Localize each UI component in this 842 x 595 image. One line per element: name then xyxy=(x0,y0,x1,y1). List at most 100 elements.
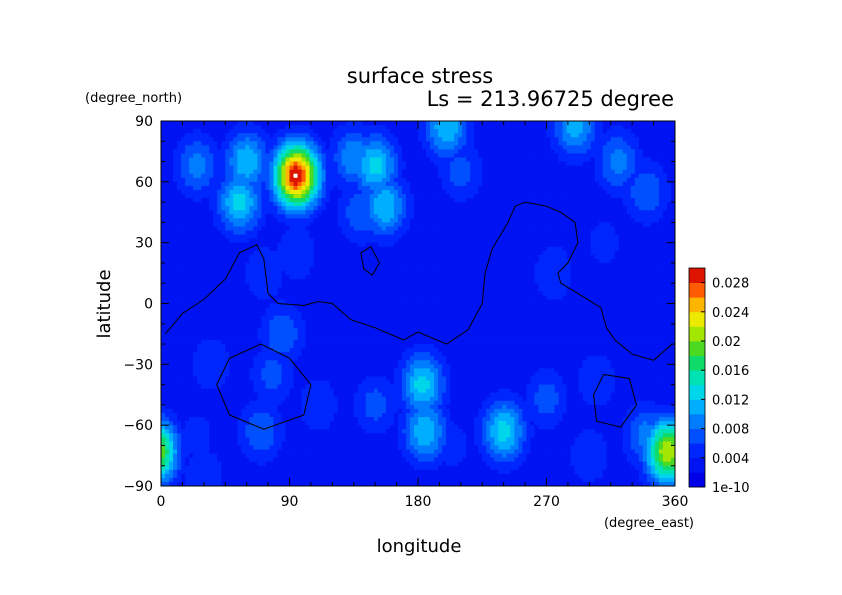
field-cell xyxy=(357,161,363,167)
field-cell xyxy=(630,185,636,191)
field-cell xyxy=(165,262,170,268)
field-cell xyxy=(221,125,226,130)
field-cell xyxy=(622,222,628,228)
field-cell xyxy=(305,165,311,171)
field-cell xyxy=(558,226,564,232)
field-cell xyxy=(173,141,178,146)
field-cell xyxy=(329,254,335,260)
field-cell xyxy=(502,254,507,260)
field-cell xyxy=(381,189,387,195)
field-cell xyxy=(309,275,315,280)
field-cell xyxy=(249,254,254,260)
field-cell xyxy=(446,141,451,146)
field-cell xyxy=(498,238,503,244)
field-cell xyxy=(217,198,222,203)
field-cell xyxy=(269,206,275,211)
field-cell xyxy=(614,275,620,280)
field-cell xyxy=(301,206,307,211)
field-cell xyxy=(369,254,375,260)
field-cell xyxy=(610,129,616,134)
field-cell xyxy=(542,165,548,171)
field-cell xyxy=(377,153,383,159)
field-cell xyxy=(518,169,524,175)
field-cell xyxy=(630,145,636,150)
field-cell xyxy=(590,262,596,268)
field-cell xyxy=(277,121,283,126)
field-cell xyxy=(245,169,250,175)
field-cell xyxy=(313,194,319,199)
field-cell xyxy=(434,234,439,240)
field-cell xyxy=(614,218,620,223)
field-cell xyxy=(173,210,178,215)
field-cell xyxy=(233,121,238,126)
field-cell xyxy=(554,169,560,175)
field-cell xyxy=(526,198,532,203)
field-cell xyxy=(498,129,503,134)
field-cell xyxy=(169,262,174,268)
field-cell xyxy=(634,234,640,240)
field-cell xyxy=(634,161,640,167)
field-cell xyxy=(353,222,359,228)
field-cell xyxy=(193,214,198,219)
field-cell xyxy=(385,242,391,248)
field-cell xyxy=(558,238,564,244)
field-cell xyxy=(530,267,536,272)
field-cell xyxy=(397,258,403,264)
field-cell xyxy=(598,206,604,211)
field-cell xyxy=(257,125,262,130)
field-cell xyxy=(185,222,190,228)
field-cell xyxy=(293,226,299,232)
field-cell xyxy=(225,222,230,228)
field-cell xyxy=(313,246,319,252)
field-cell xyxy=(221,177,226,183)
field-cell xyxy=(245,177,250,183)
field-cell xyxy=(510,275,515,280)
field-cell xyxy=(458,275,463,280)
field-cell xyxy=(518,254,524,260)
field-cell xyxy=(181,238,186,244)
field-cell xyxy=(658,250,664,256)
field-cell xyxy=(281,181,287,187)
field-cell xyxy=(293,185,299,191)
field-cell xyxy=(281,222,287,228)
field-cell xyxy=(454,262,459,268)
field-cell xyxy=(257,137,262,142)
field-cell xyxy=(506,202,511,207)
field-cell xyxy=(317,222,323,228)
field-cell xyxy=(434,189,439,195)
field-cell xyxy=(542,181,548,187)
field-cell xyxy=(365,133,371,138)
field-cell xyxy=(185,206,190,211)
field-cell xyxy=(490,262,495,268)
field-cell xyxy=(662,222,668,228)
field-cell xyxy=(594,189,600,195)
field-cell xyxy=(361,181,367,187)
field-cell xyxy=(634,226,640,232)
field-cell xyxy=(213,271,218,276)
field-cell xyxy=(253,137,258,142)
field-cell xyxy=(482,230,487,236)
field-cell xyxy=(614,194,620,199)
field-cell xyxy=(582,254,588,260)
field-cell xyxy=(205,133,210,138)
field-cell xyxy=(413,194,419,199)
field-cell xyxy=(638,198,644,203)
field-cell xyxy=(293,218,299,223)
field-cell xyxy=(506,173,511,179)
field-cell xyxy=(233,189,238,195)
field-cell xyxy=(490,153,495,159)
field-cell xyxy=(610,153,616,159)
field-cell xyxy=(365,226,371,232)
field-cell xyxy=(229,238,234,244)
field-cell xyxy=(442,254,447,260)
field-cell xyxy=(650,157,656,163)
field-cell xyxy=(213,198,218,203)
field-cell xyxy=(622,238,628,244)
field-cell xyxy=(670,145,675,150)
field-cell xyxy=(478,218,483,223)
field-cell xyxy=(197,125,202,130)
field-cell xyxy=(285,218,291,223)
field-cell xyxy=(666,206,672,211)
field-cell xyxy=(514,230,519,236)
field-cell xyxy=(438,202,443,207)
